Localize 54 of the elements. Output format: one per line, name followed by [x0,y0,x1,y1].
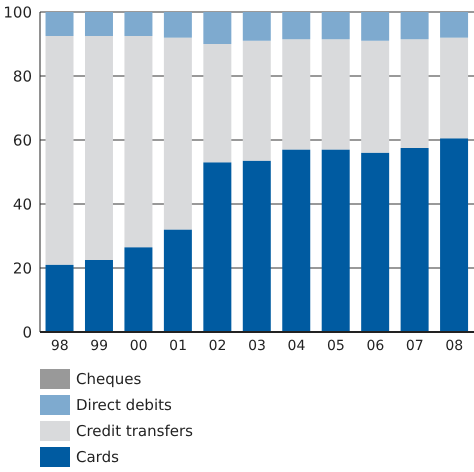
bar [46,12,74,36]
bar [322,150,350,332]
bar [322,12,350,40]
y-tick-label: 60 [12,131,32,150]
x-tick-label: 06 [366,338,384,354]
bar [203,12,232,44]
bar [46,36,74,265]
legend-label: Cards [76,448,119,466]
bar [242,12,271,41]
bar [282,39,310,150]
x-tick-label: 08 [445,338,464,354]
y-tick-label: 40 [12,195,32,214]
bar [84,12,113,36]
y-tick-label: 100 [3,3,32,22]
bar [84,36,113,260]
bar [361,12,390,41]
legend-label: Direct debits [76,396,172,414]
bar [46,264,74,332]
legend-label: Cheques [76,370,142,388]
y-tick-label: 80 [12,67,32,86]
bar [164,12,192,38]
bar [242,40,271,161]
x-tick-label: 07 [406,338,424,354]
legend-label: Credit transfers [76,422,193,440]
bar [242,160,271,332]
bar [84,260,113,332]
bar [124,12,152,36]
x-tick-label: 02 [208,338,226,354]
y-tick-label: 20 [12,259,32,278]
x-tick-label: 05 [326,338,345,354]
bar [400,39,429,148]
x-tick-label: 00 [130,338,148,354]
y-tick-label: 0 [22,323,32,342]
bar [361,40,390,153]
bar [400,148,429,332]
x-tick-label: 99 [90,338,108,354]
bar [400,12,429,40]
bar [203,162,232,332]
bar [282,150,310,332]
x-tick-label: 98 [50,338,69,354]
bar [361,152,390,332]
bar [203,44,232,162]
x-tick-label: 01 [169,338,188,354]
bar [164,38,192,230]
bar [124,36,152,248]
bar [440,138,468,332]
bar [124,247,152,332]
x-tick-label: 03 [248,338,266,354]
bar [322,39,350,150]
x-tick-label: 04 [288,338,306,354]
bar [440,38,468,138]
bar [440,12,468,38]
bar [164,230,192,332]
bar [282,12,310,40]
